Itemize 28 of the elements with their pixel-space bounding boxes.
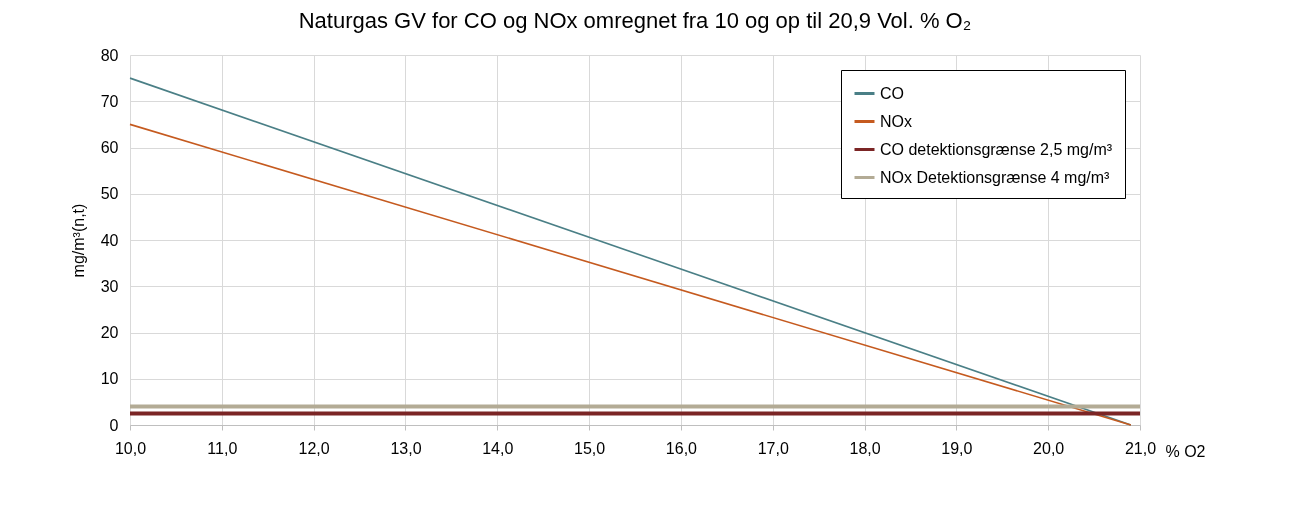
x-tick-label: 11,0 bbox=[207, 439, 238, 457]
legend-label: CO detektionsgrænse 2,5 mg/m³ bbox=[880, 140, 1113, 158]
y-axis-title: mg/m³(n,t) bbox=[69, 203, 87, 278]
y-tick-label: 20 bbox=[100, 324, 119, 341]
legend-label: NOx bbox=[880, 112, 912, 130]
x-tick-label: 20,0 bbox=[1033, 439, 1065, 457]
legend-label: CO bbox=[880, 84, 904, 102]
x-axis-title: % O2 bbox=[1165, 442, 1206, 460]
x-tick-label: 17,0 bbox=[757, 439, 789, 457]
y-tick-label: 40 bbox=[100, 231, 119, 249]
x-tick-label: 21,0 bbox=[1124, 439, 1157, 457]
x-tick-label: 12,0 bbox=[298, 439, 330, 457]
x-tick-label: 18,0 bbox=[849, 439, 881, 457]
y-tick-label: 70 bbox=[100, 92, 119, 110]
x-tick-label: 13,0 bbox=[390, 439, 422, 457]
x-tick-label: 16,0 bbox=[665, 439, 698, 457]
x-tick-label: 14,0 bbox=[482, 439, 514, 457]
x-tick-label: 15,0 bbox=[574, 439, 606, 457]
chart-title: Naturgas GV for CO og NOx omregnet fra 10 og op til 20,9 Vol. % O₂ bbox=[298, 8, 972, 33]
y-tick-label: 50 bbox=[100, 185, 119, 203]
y-tick-label: 30 bbox=[100, 277, 119, 295]
legend-label: NOx Detektionsgrænse 4 mg/m³ bbox=[880, 168, 1111, 186]
y-tick-label: 10 bbox=[100, 370, 119, 388]
y-tick-label: 80 bbox=[100, 46, 119, 64]
y-tick-label: 60 bbox=[100, 139, 119, 156]
x-tick-label: 10,0 bbox=[114, 439, 147, 457]
y-tick-label: 0 bbox=[109, 416, 119, 434]
x-tick-label: 19,0 bbox=[941, 439, 973, 457]
